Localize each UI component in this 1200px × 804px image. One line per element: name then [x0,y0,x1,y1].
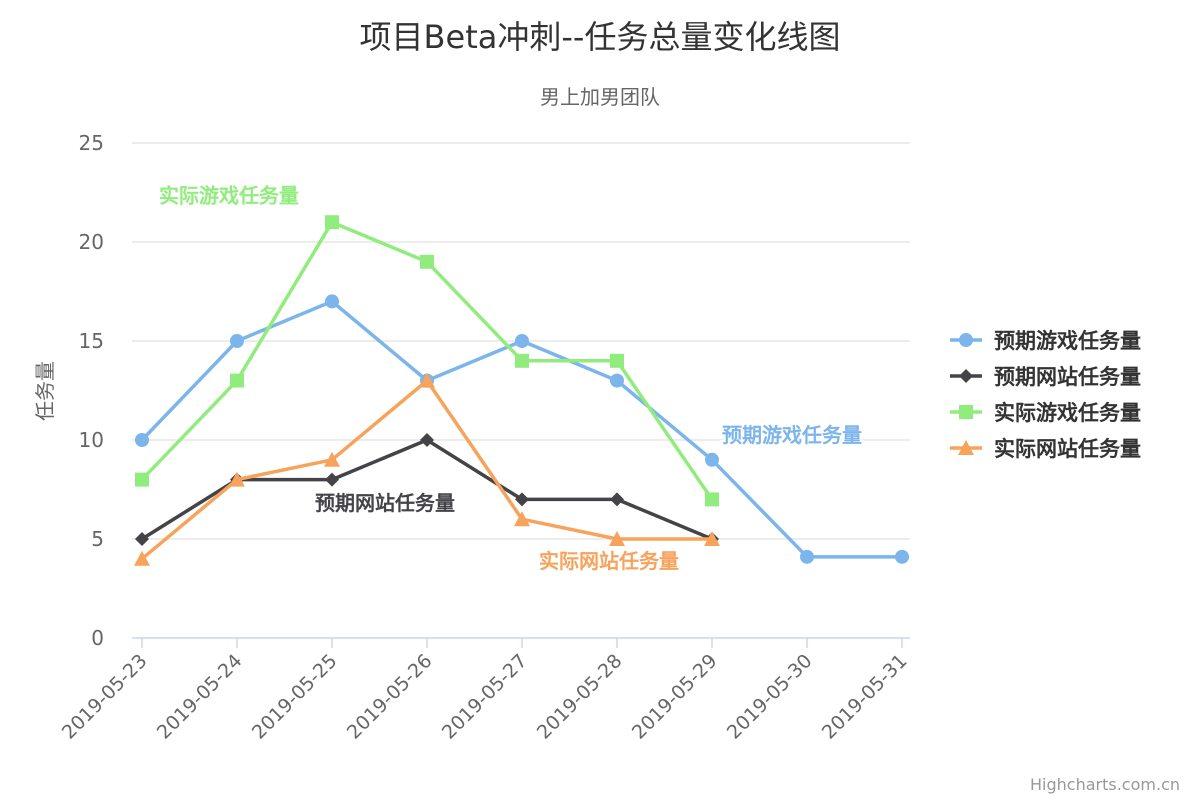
legend-label: 实际游戏任务量 [994,401,1141,425]
x-tick-label: 2019-05-31 [818,650,912,744]
data-point [705,452,719,467]
legend-label: 实际网站任务量 [994,437,1141,461]
data-point [420,433,434,447]
y-axis-label: 任务量 [33,361,57,421]
series-annotation: 预期网站任务量 [315,491,455,515]
y-tick-label: 15 [79,329,104,353]
data-point [325,472,339,487]
data-point [135,532,149,546]
data-point [420,254,434,269]
x-tick-label: 2019-05-23 [58,650,152,744]
legend-marker [959,333,973,347]
legend-item[interactable]: 预期网站任务量 [950,365,1141,389]
legend-marker [959,369,973,383]
data-point [610,373,624,388]
data-point [324,451,340,467]
data-point [610,492,624,507]
x-tick-label: 2019-05-25 [248,650,342,744]
data-point [325,215,339,230]
y-tick-label: 10 [79,428,104,452]
legend-label: 预期网站任务量 [994,365,1141,389]
data-point [704,531,720,546]
x-tick-label: 2019-05-27 [438,650,532,744]
series-3 [134,372,720,566]
series-annotation: 实际网站任务量 [539,549,679,573]
data-point [514,511,530,527]
chart-title: 项目Beta冲刺--任务总量变化线图 [360,18,841,56]
legend-item[interactable]: 实际游戏任务量 [950,401,1141,425]
series-annotation: 预期游戏任务量 [722,423,862,447]
x-tick-label: 2019-05-24 [153,650,247,744]
chart-subtitle: 男上加男团队 [540,85,660,109]
data-point [230,373,244,388]
data-point [515,334,529,348]
legend-item[interactable]: 实际网站任务量 [950,437,1141,461]
credits-link[interactable]: Highcharts.com.cn [1030,775,1180,794]
data-point [609,531,625,546]
data-point [610,353,624,368]
legend-label: 预期游戏任务量 [994,329,1141,353]
data-point [325,294,339,309]
data-point [135,433,149,447]
data-point [230,334,244,348]
x-tick-label: 2019-05-28 [533,650,627,744]
data-point [134,550,150,566]
series-line [140,378,714,561]
data-point [135,472,149,487]
data-point [800,549,814,564]
y-tick-label: 20 [79,230,104,254]
data-point [895,549,909,564]
data-point [419,372,435,388]
data-point [229,471,245,487]
data-point [515,492,529,507]
data-point [705,492,719,507]
series-2 [135,215,719,507]
data-point [515,353,529,368]
x-tick-label: 2019-05-29 [628,650,722,744]
y-tick-label: 0 [91,626,104,650]
x-tick-label: 2019-05-30 [723,650,817,744]
legend-marker [959,405,973,419]
y-tick-label: 25 [79,131,104,155]
y-tick-label: 5 [91,527,104,551]
legend-marker [958,440,974,455]
legend-item[interactable]: 预期游戏任务量 [950,329,1141,353]
x-tick-label: 2019-05-26 [343,650,437,744]
series-annotation: 实际游戏任务量 [159,184,299,208]
